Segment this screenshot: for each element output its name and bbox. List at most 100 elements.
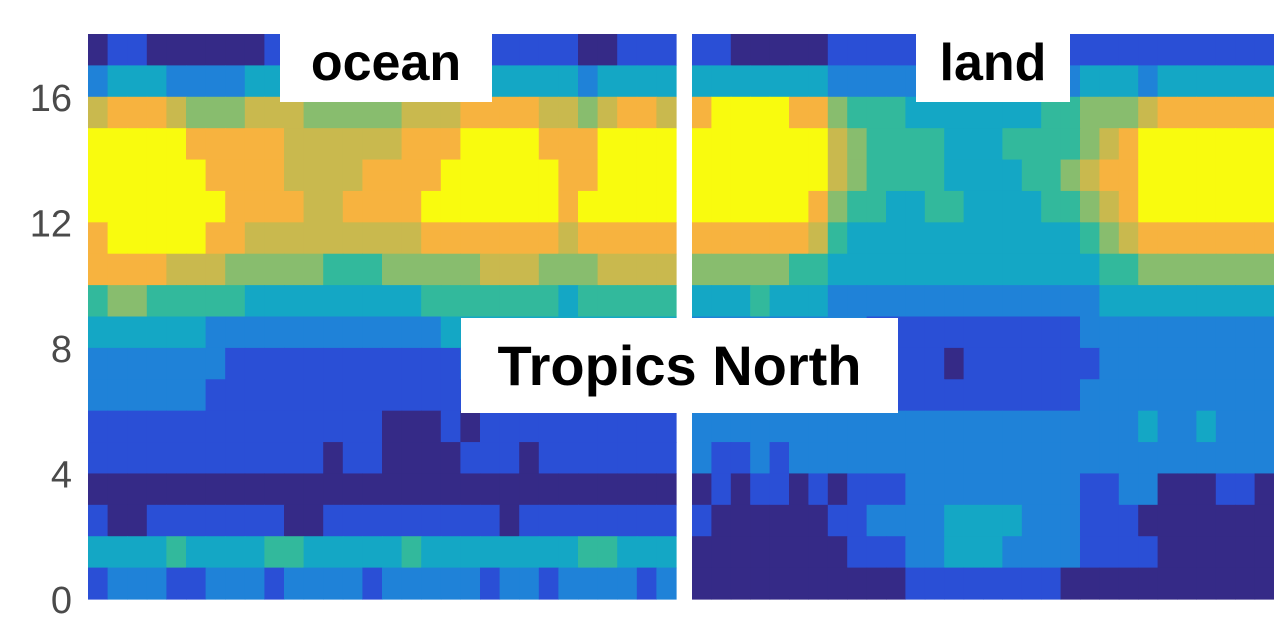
ocean-cell bbox=[166, 96, 187, 129]
land-cell bbox=[1215, 222, 1236, 255]
land-cell bbox=[1060, 410, 1081, 443]
ocean-cell bbox=[205, 253, 226, 286]
land-cell bbox=[963, 504, 984, 537]
land-cell bbox=[1254, 536, 1274, 569]
y-axis: 0 4 8 12 16 bbox=[30, 78, 72, 618]
land-cell bbox=[905, 316, 926, 349]
land-cell bbox=[808, 253, 829, 286]
land-cell bbox=[1157, 96, 1178, 129]
ocean-cell bbox=[519, 410, 540, 443]
land-cell bbox=[769, 128, 790, 161]
land-cell bbox=[711, 65, 732, 98]
land-cell bbox=[983, 128, 1003, 161]
ocean-cell bbox=[186, 190, 207, 223]
land-cell bbox=[1041, 410, 1062, 443]
ocean-cell bbox=[244, 567, 265, 600]
ocean-cell bbox=[186, 128, 207, 161]
ocean-cell bbox=[146, 159, 167, 192]
land-cell bbox=[886, 567, 906, 600]
land-cell bbox=[1157, 34, 1178, 66]
land-cell bbox=[750, 190, 771, 223]
land-cell bbox=[983, 316, 1003, 349]
land-cell bbox=[1215, 473, 1236, 506]
ocean-cell bbox=[401, 222, 422, 255]
land-cell bbox=[1215, 128, 1236, 161]
ocean-cell bbox=[656, 410, 677, 443]
ocean-cell bbox=[342, 316, 363, 349]
land-cell bbox=[1099, 504, 1120, 537]
land-cell bbox=[1099, 347, 1120, 380]
ocean-cell bbox=[205, 504, 226, 537]
land-cell bbox=[1157, 159, 1178, 192]
ocean-cell bbox=[205, 190, 226, 223]
land-cell bbox=[1215, 379, 1236, 412]
land-cell bbox=[983, 379, 1003, 412]
land-cell bbox=[1177, 442, 1197, 475]
ocean-cell bbox=[460, 536, 481, 569]
land-cell bbox=[1118, 253, 1139, 286]
land-cell bbox=[1118, 410, 1139, 443]
land-cell bbox=[1215, 410, 1236, 443]
land-cell bbox=[1196, 316, 1217, 349]
ocean-cell bbox=[244, 504, 265, 537]
ocean-cell bbox=[597, 285, 618, 318]
ocean-cell bbox=[146, 190, 167, 223]
land-cell bbox=[1099, 190, 1120, 223]
land-cell bbox=[789, 253, 809, 286]
ocean-cell bbox=[401, 190, 422, 223]
land-cell bbox=[1196, 190, 1217, 223]
land-cell bbox=[983, 410, 1003, 443]
land-cell bbox=[1099, 316, 1120, 349]
land-cell bbox=[924, 504, 945, 537]
land-cell bbox=[730, 96, 751, 129]
land-cell bbox=[730, 442, 751, 475]
land-cell bbox=[808, 536, 829, 569]
ocean-cell bbox=[88, 442, 109, 475]
ocean-cell bbox=[264, 34, 285, 66]
land-cell bbox=[730, 159, 751, 192]
ocean-cell bbox=[538, 442, 559, 475]
ocean-cell bbox=[538, 222, 559, 255]
land-cell bbox=[1099, 253, 1120, 286]
land-panel bbox=[692, 34, 1274, 600]
land-cell bbox=[924, 253, 945, 286]
ocean-cell bbox=[323, 96, 344, 129]
land-cell bbox=[1196, 442, 1217, 475]
land-cell bbox=[827, 285, 848, 318]
land-cell bbox=[769, 253, 790, 286]
ocean-cell bbox=[597, 253, 618, 286]
ocean-cell bbox=[578, 567, 599, 600]
land-cell bbox=[769, 96, 790, 129]
ocean-cell bbox=[401, 567, 422, 600]
ocean-cell bbox=[107, 347, 128, 380]
land-cell bbox=[808, 190, 829, 223]
land-cell bbox=[1118, 65, 1139, 98]
land-cell bbox=[963, 410, 984, 443]
land-cell bbox=[924, 379, 945, 412]
land-cell bbox=[1002, 379, 1023, 412]
land-cell bbox=[1254, 190, 1274, 223]
land-cell bbox=[905, 159, 926, 192]
land-cell bbox=[983, 253, 1003, 286]
ocean-cell bbox=[264, 65, 285, 98]
ocean-cell bbox=[499, 567, 520, 600]
land-cell bbox=[1060, 347, 1081, 380]
ocean-cell bbox=[382, 159, 403, 192]
ocean-cell bbox=[146, 347, 167, 380]
ocean-cell bbox=[656, 128, 677, 161]
land-cell bbox=[847, 190, 868, 223]
ocean-cell bbox=[421, 128, 442, 161]
land-cell bbox=[1254, 316, 1274, 349]
ocean-cell bbox=[264, 567, 285, 600]
ocean-cell bbox=[127, 190, 148, 223]
ocean-cell bbox=[284, 222, 305, 255]
ocean-cell bbox=[538, 159, 559, 192]
ocean-cell bbox=[107, 316, 128, 349]
ocean-cell bbox=[499, 504, 520, 537]
ocean-cell bbox=[186, 34, 207, 66]
ocean-cell bbox=[166, 347, 187, 380]
ocean-cell bbox=[205, 567, 226, 600]
ocean-cell bbox=[636, 285, 657, 318]
ocean-cell bbox=[421, 473, 442, 506]
land-cell bbox=[1002, 190, 1023, 223]
